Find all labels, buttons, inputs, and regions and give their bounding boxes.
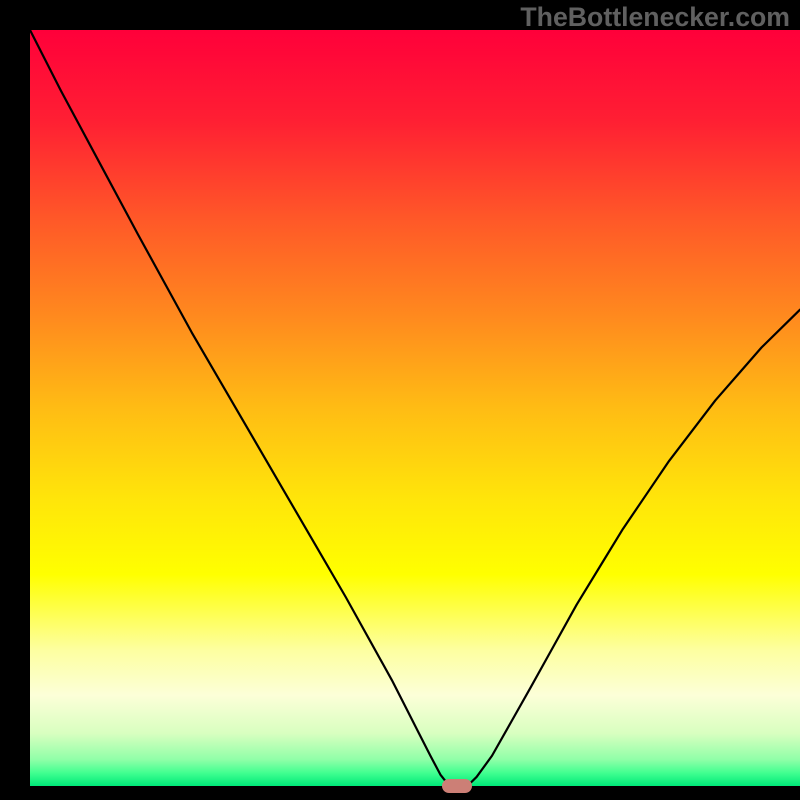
bottleneck-curve (0, 0, 800, 800)
watermark-text: TheBottlenecker.com (520, 2, 790, 33)
chart-container: TheBottlenecker.com (0, 0, 800, 800)
minimum-marker (442, 779, 472, 793)
